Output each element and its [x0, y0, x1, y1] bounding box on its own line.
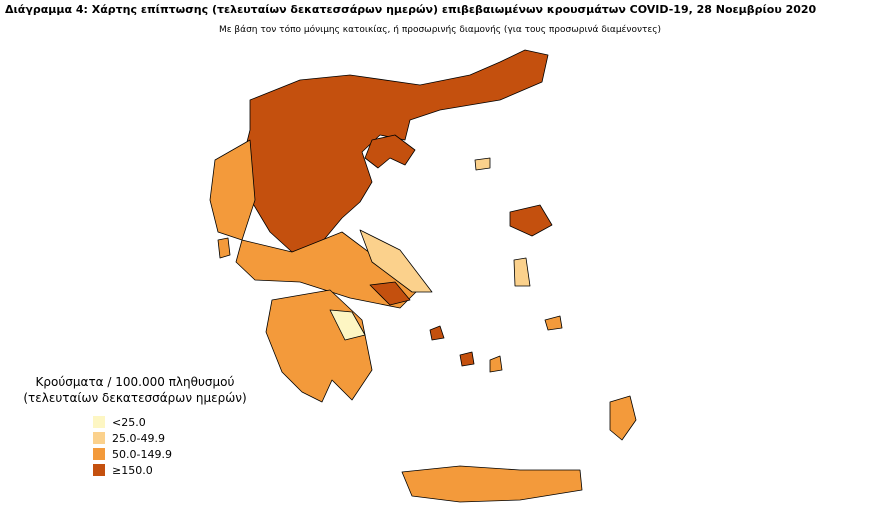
region — [364, 134, 416, 169]
legend-label: ≥150.0 — [112, 464, 153, 477]
region — [359, 229, 433, 293]
region — [209, 139, 256, 241]
region — [489, 355, 503, 373]
legend: <25.0 25.0-49.9 50.0-149.9 ≥150.0 — [93, 416, 172, 477]
region — [369, 281, 411, 306]
region — [265, 289, 373, 403]
map — [209, 49, 637, 503]
region — [329, 309, 366, 341]
region — [235, 231, 419, 309]
region — [513, 257, 531, 287]
region — [429, 325, 445, 341]
legend-swatch — [93, 432, 105, 444]
legend-title: Κρούσματα / 100.000 πληθυσμού — [36, 375, 235, 389]
region — [474, 157, 491, 171]
legend-label: 50.0-149.9 — [112, 448, 172, 461]
legend-title: (τελευταίων δεκατεσσάρων ημερών) — [23, 391, 246, 405]
region — [217, 237, 231, 259]
region — [459, 351, 475, 367]
legend-swatch — [93, 416, 105, 428]
region — [241, 49, 549, 253]
legend-label: 25.0-49.9 — [112, 432, 165, 445]
legend-label: <25.0 — [112, 416, 146, 429]
title: Διάγραμμα 4: Χάρτης επίπτωσης (τελευταίω… — [5, 3, 817, 16]
region — [544, 315, 563, 331]
region — [509, 204, 553, 237]
region — [609, 395, 637, 441]
legend-swatch — [93, 448, 105, 460]
region — [401, 465, 583, 503]
legend-swatch — [93, 464, 105, 476]
subtitle: Με βάση τον τόπο μόνιμης κατοικίας, ή πρ… — [219, 24, 661, 35]
